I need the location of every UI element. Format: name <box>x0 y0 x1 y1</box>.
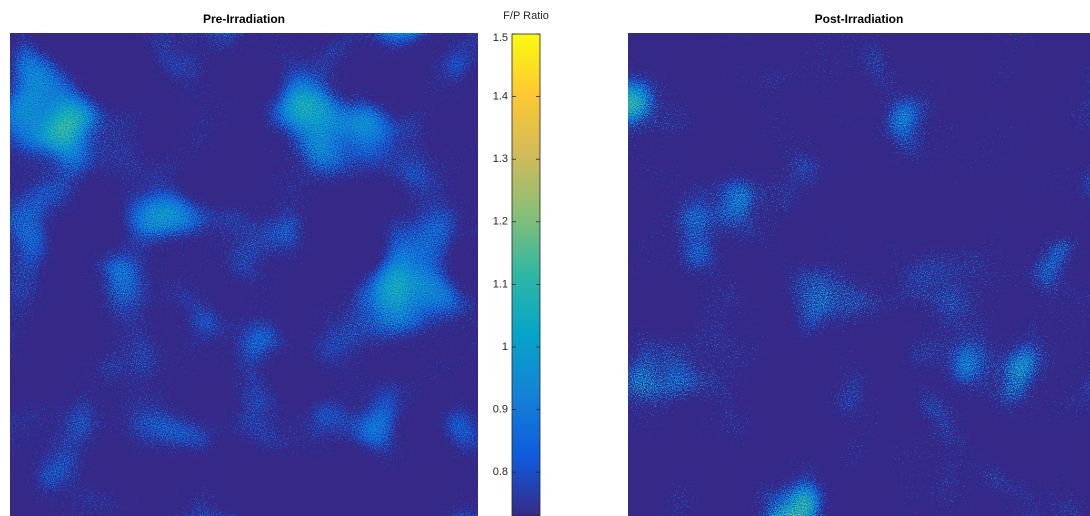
heatmap-image <box>628 33 1090 516</box>
panel-title: Pre-Irradiation <box>203 12 285 26</box>
heatmap-image <box>10 33 478 516</box>
colorbar <box>511 33 541 516</box>
colorbar-tick-label: 1.3 <box>493 153 508 165</box>
panel-title: Post-Irradiation <box>815 12 904 26</box>
colorbar-tick-label: 1.2 <box>493 216 508 228</box>
colorbar-tick-label: 1 <box>502 341 508 353</box>
colorbar-tick-label: 1.4 <box>493 91 508 103</box>
colorbar-tick-label: 0.8 <box>493 466 508 478</box>
colorbar-tick-label: 1.1 <box>493 278 508 290</box>
colorbar-tick-label: 0.9 <box>493 403 508 415</box>
colorbar-label: F/P Ratio <box>503 10 549 22</box>
colorbar-tick-label: 1.5 <box>493 32 508 44</box>
